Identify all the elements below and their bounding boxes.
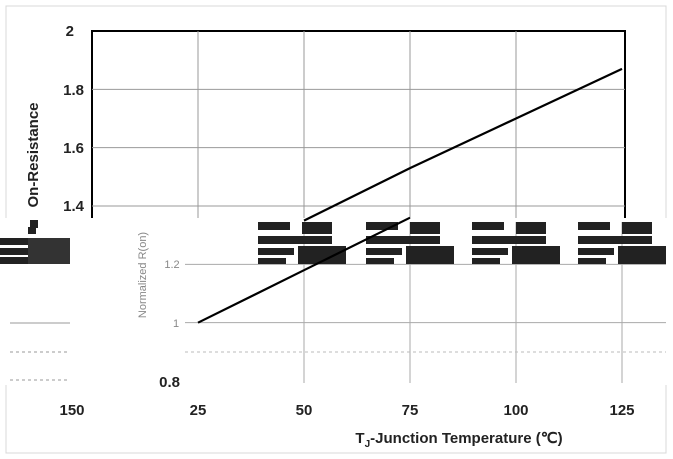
- y-tick-2: 2: [66, 23, 74, 40]
- block-f-2: [472, 258, 500, 264]
- x-tick-75: 75: [402, 402, 419, 419]
- block-a-0: [258, 222, 290, 230]
- block-left: [28, 238, 70, 264]
- y-axis-title-marker: [30, 220, 38, 228]
- ghost-tick-1-2: 1.2: [164, 259, 179, 271]
- y-tick-1-6: 1.6: [63, 140, 84, 157]
- block-e-0: [298, 246, 346, 264]
- block-f-3: [578, 258, 606, 264]
- block-a-1: [366, 222, 398, 230]
- block-c-3: [578, 236, 652, 244]
- x-tick-150: 150: [59, 402, 84, 419]
- series-group: [197, 67, 623, 324]
- y-tick-1-4: 1.4: [63, 198, 85, 215]
- block-a-2: [472, 222, 504, 230]
- x-axis-title-t: T: [355, 430, 364, 447]
- x-tick-50: 50: [296, 402, 313, 419]
- y-tick-0-8: 0.8: [159, 374, 180, 391]
- block-d-3: [578, 248, 614, 255]
- block-d-0: [258, 248, 294, 255]
- x-tick-25: 25: [190, 402, 207, 419]
- ghost-tick-1: 1: [173, 318, 179, 330]
- block-f-1: [366, 258, 394, 264]
- x-tick-100: 100: [503, 402, 528, 419]
- block-c-1: [366, 236, 440, 244]
- block-b-1: [410, 222, 440, 234]
- x-axis-title-rest: -Junction Temperature (℃): [370, 430, 562, 447]
- x-tick-labels: 150 25 50 75 100 125: [59, 402, 634, 419]
- block-b-2: [516, 222, 546, 234]
- block-d-2: [472, 248, 508, 255]
- block-a-3: [578, 222, 610, 230]
- block-b-0: [302, 222, 332, 234]
- y-tick-labels: 2 1.8 1.6 1.4 0.8: [63, 23, 180, 391]
- block-c-0: [258, 236, 332, 244]
- x-axis-title: TJ-Junction Temperature (℃): [355, 430, 562, 450]
- overlay-white: [100, 218, 673, 385]
- block-e-2: [512, 246, 560, 264]
- block-e-3: [618, 246, 666, 264]
- ghost-ylabel: Normalized R(on): [137, 232, 149, 318]
- x-tick-125: 125: [609, 402, 634, 419]
- left-block-1: [28, 227, 36, 234]
- block-f-0: [258, 258, 286, 264]
- overlay-blocks: [28, 222, 666, 264]
- series-line-1: [303, 67, 623, 222]
- block-c-2: [472, 236, 546, 244]
- y-tick-1-8: 1.8: [63, 82, 84, 99]
- y-axis-title: On-Resistance: [25, 102, 42, 207]
- x-axis-title-sub: J: [365, 439, 371, 450]
- glitch-overlay: Normalized R(on) 1.2 1: [0, 218, 673, 385]
- block-b-3: [622, 222, 652, 234]
- block-e-1: [406, 246, 454, 264]
- block-d-1: [366, 248, 402, 255]
